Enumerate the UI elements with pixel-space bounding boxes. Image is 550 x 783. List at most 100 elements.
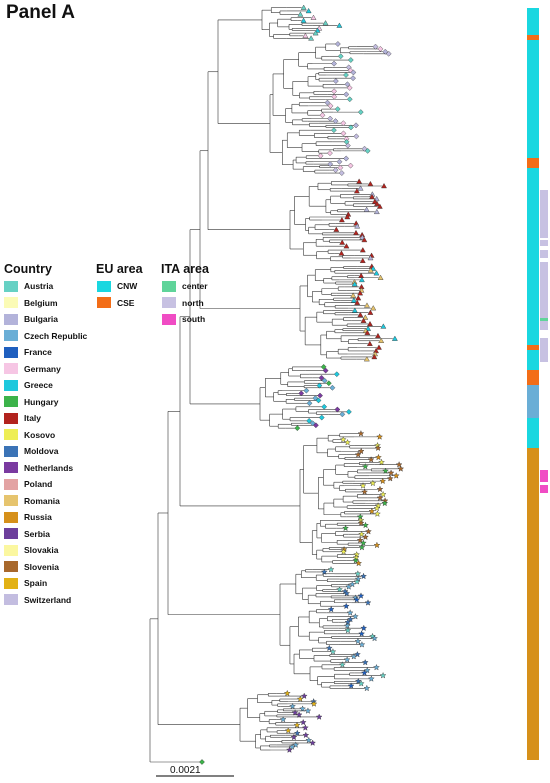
tip-marker — [376, 203, 383, 209]
tip-marker — [317, 392, 323, 399]
tip-marker — [343, 243, 350, 249]
tip-marker — [331, 127, 337, 134]
swatch-bulgaria — [4, 313, 18, 325]
tip-marker — [363, 206, 370, 212]
tip-marker — [334, 41, 341, 47]
tip-marker — [339, 239, 346, 245]
legend-item-slovakia: Slovakia — [4, 543, 59, 557]
tip-marker — [293, 729, 301, 737]
swatch-moldova — [4, 445, 18, 457]
tip-marker — [354, 575, 362, 582]
tip-marker — [343, 155, 350, 162]
tip-marker — [286, 746, 293, 753]
tip-marker — [306, 400, 313, 407]
tip-marker — [375, 453, 382, 461]
tip-marker — [290, 733, 298, 741]
legend-label: Russia — [24, 512, 52, 522]
tip-marker — [320, 364, 327, 370]
tip-marker — [350, 75, 356, 82]
legend-item-bulgaria: Bulgaria — [4, 312, 58, 326]
tip-marker — [332, 78, 339, 84]
tip-marker — [358, 272, 365, 278]
swatch-switzerland — [4, 594, 18, 605]
eu-area-bar-segment — [527, 168, 539, 345]
tip-marker — [319, 112, 326, 119]
eu-area-bar-segment — [527, 158, 539, 168]
legend-item-moldova: Moldova — [4, 444, 58, 458]
tip-marker — [366, 340, 373, 346]
tip-marker — [342, 602, 350, 610]
tip-marker — [331, 88, 337, 95]
legend-item-center: center — [162, 279, 208, 293]
tip-marker — [310, 14, 317, 20]
tip-marker — [338, 170, 345, 176]
tip-marker — [329, 648, 337, 655]
legend-item-serbia: Serbia — [4, 527, 50, 541]
ita-area-bar-segment — [540, 262, 548, 330]
legend-label: Netherlands — [24, 462, 74, 473]
legend-label: Austria — [24, 281, 54, 291]
tip-marker — [310, 700, 318, 707]
tip-marker — [359, 257, 366, 263]
swatch-north — [162, 297, 176, 308]
tip-marker — [332, 167, 339, 173]
tip-marker — [367, 456, 375, 463]
tip-marker — [337, 53, 344, 60]
tip-marker — [318, 374, 325, 381]
tip-marker — [339, 411, 346, 418]
tip-marker — [374, 502, 382, 509]
swatch-russia — [4, 511, 18, 523]
swatch-slovenia — [4, 561, 18, 572]
tip-marker — [362, 314, 369, 320]
legend-item-cnw: CNW — [97, 279, 137, 293]
tip-marker — [351, 613, 359, 620]
legend-label: center — [182, 281, 208, 291]
ita-area-bar-segment — [540, 338, 548, 362]
tip-marker — [379, 477, 387, 485]
tip-marker — [367, 320, 373, 327]
tip-marker — [305, 736, 313, 744]
tip-marker — [351, 281, 358, 287]
legend-item-spain: Spain — [4, 576, 47, 590]
tip-marker — [340, 548, 348, 555]
tip-marker — [336, 22, 343, 28]
legend-label: CNW — [117, 281, 138, 291]
tip-marker — [339, 661, 346, 668]
tip-marker — [355, 559, 363, 567]
tip-marker — [373, 208, 380, 215]
tip-marker — [199, 759, 205, 765]
tip-marker — [291, 709, 299, 716]
tip-marker — [371, 634, 378, 642]
tip-marker — [279, 715, 287, 723]
tip-marker — [364, 147, 371, 154]
tip-marker — [353, 220, 360, 226]
tip-marker — [391, 335, 398, 341]
tip-marker — [343, 656, 351, 663]
eu-area-bar-segment — [527, 385, 539, 418]
tip-marker — [333, 371, 340, 378]
tip-marker — [364, 329, 371, 335]
tip-marker — [367, 675, 375, 682]
tip-marker — [373, 270, 380, 276]
ita-area-bar-segment — [540, 190, 548, 238]
legend-item-north: north — [162, 296, 204, 310]
tip-marker — [304, 707, 312, 714]
tip-marker — [297, 11, 304, 17]
swatch-poland — [4, 478, 18, 490]
tip-marker — [379, 490, 387, 498]
tip-marker — [344, 213, 351, 220]
legend-item-austria: Austria — [4, 279, 53, 293]
tip-marker — [373, 504, 381, 512]
legend-label: Hungary — [24, 396, 59, 407]
swatch-france — [4, 346, 18, 358]
tip-marker — [292, 741, 300, 748]
legend-item-slovenia: Slovenia — [4, 560, 59, 574]
tip-marker — [309, 739, 317, 746]
tip-marker — [380, 323, 387, 329]
tip-marker — [363, 666, 371, 674]
swatch-austria — [4, 280, 18, 292]
tip-marker — [345, 408, 352, 415]
tip-marker — [354, 223, 361, 229]
tip-marker — [331, 60, 337, 67]
